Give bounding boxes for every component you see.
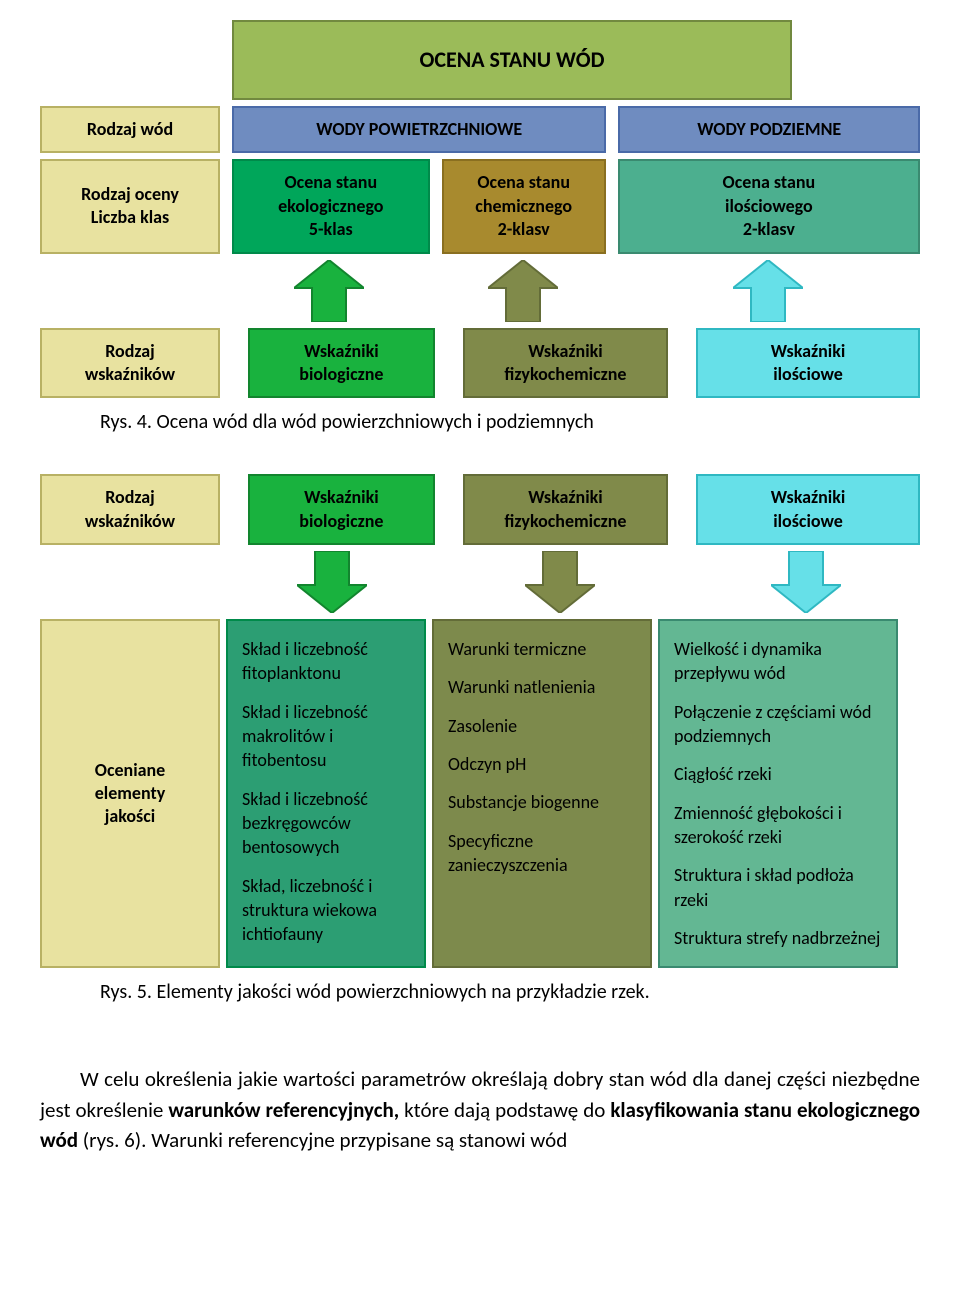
body-paragraph: W celu określenia jakie wartości paramet… — [40, 1064, 920, 1155]
text: Wskaźnikiilościowe — [771, 340, 846, 387]
quant-assessment: Ocena stanuilościowego2-klasv — [618, 159, 920, 253]
arrow-down-bio — [237, 551, 427, 613]
list-item: Zasolenie — [448, 714, 636, 738]
spacer — [40, 20, 232, 100]
list-item: Skład i liczebność fitoplanktonu — [242, 637, 410, 686]
phys-indicators-2: Wskaźnikifizykochemiczne — [463, 474, 668, 545]
list-item: Specyficzne zanieczyszczenia — [448, 829, 636, 878]
label-indicators-1: Rodzajwskaźników — [40, 328, 220, 399]
caption-fig5: Rys. 5. Elementy jakości wód powierzchni… — [100, 980, 920, 1004]
label-water-type: Rodzaj wód — [40, 106, 220, 153]
caption-fig4: Rys. 4. Ocena wód dla wód powierzchniowy… — [100, 410, 920, 434]
label-indicators-2: Rodzajwskaźników — [40, 474, 220, 545]
chem-assessment: Ocena stanuchemicznego2-klasv — [442, 159, 606, 253]
arrow-down-quant — [692, 551, 920, 613]
ground-water: WODY PODZIEMNE — [618, 106, 920, 153]
bio-indicators-2: Wskaźnikibiologiczne — [248, 474, 435, 545]
bio-indicators-1: Wskaźnikibiologiczne — [248, 328, 435, 399]
quant-quality-list: Wielkość i dynamika przepływu wód Połącze… — [658, 619, 898, 968]
surface-water: WODY POWIETRZCHNIOWE — [232, 106, 606, 153]
list-item: Struktura strefy nadbrzeżnej — [674, 926, 882, 950]
text: Rodzajwskaźników — [85, 340, 175, 387]
arrow-row-down — [40, 551, 920, 613]
arrow-up-icon — [294, 260, 364, 322]
list-item: Skład, liczebność i struktura wiekowa ic… — [242, 874, 410, 947]
text: Ocena stanuekologicznego5-klas — [278, 171, 383, 241]
title-row: OCENA STANU WÓD — [40, 20, 920, 100]
arrow-up-icon — [488, 260, 558, 322]
text: Ocena stanuchemicznego2-klasv — [475, 171, 572, 241]
text: Rodzajwskaźników — [85, 486, 175, 533]
row-indicators-1: Rodzajwskaźników Wskaźnikibiologiczne Ws… — [40, 328, 920, 399]
arrow-down-icon — [525, 551, 595, 613]
arrow-down-icon — [297, 551, 367, 613]
list-item: Warunki termiczne — [448, 637, 636, 661]
bio-quality-list: Skład i liczebność fitoplanktonu Skład i … — [226, 619, 426, 968]
list-item: Wielkość i dynamika przepływu wód — [674, 637, 882, 686]
row-assessment: Rodzaj ocenyLiczba klas Ocena stanuekolo… — [40, 159, 920, 253]
label-assessment: Rodzaj ocenyLiczba klas — [40, 159, 220, 253]
list-item: Skład i liczebność makrolitów i fitobent… — [242, 700, 410, 773]
quant-indicators-1: Wskaźnikiilościowe — [696, 328, 920, 399]
list-item: Struktura i skład podłoża rzeki — [674, 863, 882, 912]
arrow-up-phys — [440, 260, 604, 322]
text: Wskaźnikiilościowe — [771, 486, 846, 533]
text: Ocenianeelementyjakości — [95, 759, 166, 829]
quant-indicators-2: Wskaźnikiilościowe — [696, 474, 920, 545]
list-item: Substancje biogenne — [448, 790, 636, 814]
text: Ocena stanuilościowego2-klasv — [723, 171, 816, 241]
list-item: Odczyn pH — [448, 752, 636, 776]
text: Wskaźnikibiologiczne — [299, 340, 383, 387]
arrow-down-icon — [771, 551, 841, 613]
arrow-up-quant — [617, 260, 920, 322]
phys-quality-list: Warunki termiczne Warunki natlenienia Zaso… — [432, 619, 652, 968]
eco-assessment: Ocena stanuekologicznego5-klas — [232, 159, 430, 253]
text: Wskaźnikifizykochemiczne — [504, 486, 626, 533]
arrow-row-up — [40, 260, 920, 322]
row-indicators-2: Rodzajwskaźników Wskaźnikibiologiczne Ws… — [40, 474, 920, 545]
list-item: Ciągłość rzeki — [674, 762, 882, 786]
text: Wskaźnikibiologiczne — [299, 486, 383, 533]
arrow-up-icon — [733, 260, 803, 322]
text: Rodzaj ocenyLiczba klas — [81, 183, 179, 230]
arrow-up-bio — [230, 260, 428, 322]
title-box: OCENA STANU WÓD — [232, 20, 792, 100]
phys-indicators-1: Wskaźnikifizykochemiczne — [463, 328, 668, 399]
text: Wskaźnikifizykochemiczne — [504, 340, 626, 387]
list-item: Skład i liczebność bezkręgowców bentosow… — [242, 787, 410, 860]
row-water-type: Rodzaj wód WODY POWIETRZCHNIOWE WODY POD… — [40, 106, 920, 153]
list-item: Warunki natlenienia — [448, 675, 636, 699]
arrow-down-phys — [455, 551, 664, 613]
list-item: Połączenie z częściami wód podziemnych — [674, 700, 882, 749]
row-quality-elements: Ocenianeelementyjakości Skład i liczebno… — [40, 619, 920, 968]
list-item: Zmienność głębokości i szerokość rzeki — [674, 801, 882, 850]
label-quality: Ocenianeelementyjakości — [40, 619, 220, 968]
